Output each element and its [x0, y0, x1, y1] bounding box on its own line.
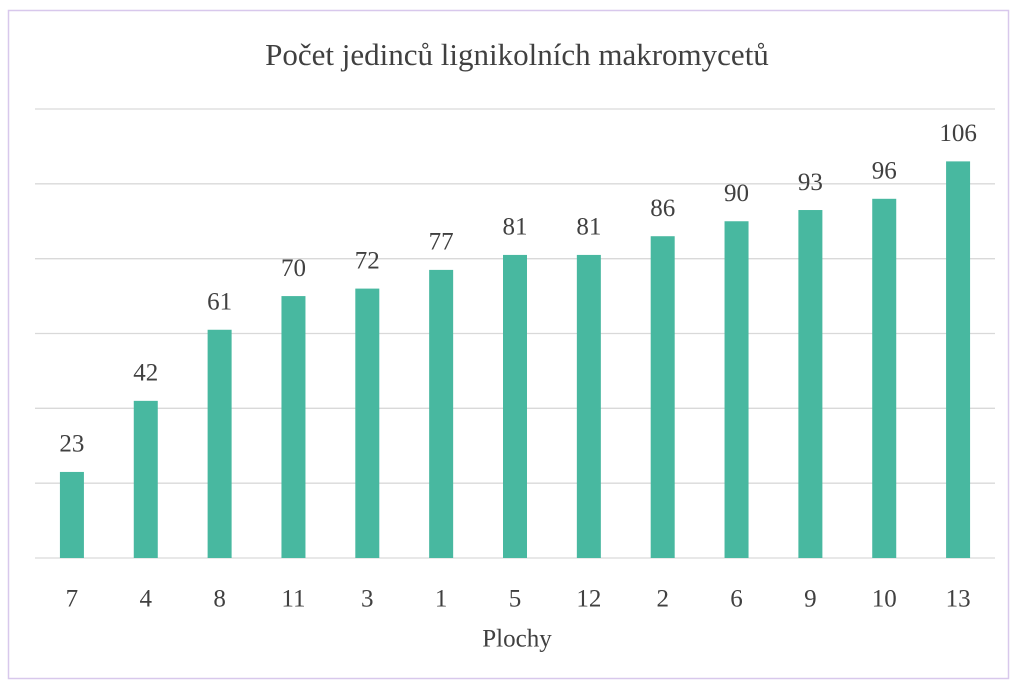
data-label: 77: [429, 229, 454, 256]
data-label: 93: [798, 169, 823, 196]
x-tick-label: 6: [730, 586, 743, 613]
data-label: 96: [872, 158, 897, 185]
data-label: 90: [724, 180, 749, 207]
data-label: 42: [133, 360, 158, 387]
x-tick-label: 1: [435, 586, 448, 613]
bar: [946, 161, 971, 558]
bar: [724, 221, 749, 558]
bar: [133, 400, 158, 558]
data-label: 106: [939, 120, 977, 147]
x-tick-label: 5: [509, 586, 522, 613]
bar: [59, 471, 84, 558]
x-tick-label: 4: [140, 586, 153, 613]
bar: [355, 288, 380, 558]
x-tick-label: 7: [66, 586, 79, 613]
x-tick-label: 2: [656, 586, 669, 613]
bar: [798, 210, 823, 558]
data-label: 81: [576, 214, 601, 241]
bar: [650, 236, 675, 558]
chart-title: Počet jedinců lignikolních makromycetů: [265, 37, 769, 72]
x-tick-label: 10: [872, 586, 897, 613]
x-tick-label: 11: [281, 586, 305, 613]
bar: [429, 269, 454, 558]
bar: [281, 296, 306, 558]
data-label: 86: [650, 195, 675, 222]
data-label: 81: [503, 214, 528, 241]
x-tick-label: 9: [804, 586, 817, 613]
x-tick-label: 8: [213, 586, 226, 613]
x-tick-label: 13: [946, 586, 971, 613]
x-axis-title: Plochy: [482, 626, 552, 653]
x-tick-label: 12: [576, 586, 601, 613]
data-label: 70: [281, 255, 306, 282]
bar: [576, 254, 601, 559]
bar: [207, 329, 232, 558]
bar: [872, 198, 897, 559]
x-tick-label: 3: [361, 586, 374, 613]
data-label: 23: [59, 431, 84, 458]
bar: [503, 254, 527, 559]
data-label: 61: [207, 288, 232, 315]
data-label: 72: [355, 247, 380, 274]
